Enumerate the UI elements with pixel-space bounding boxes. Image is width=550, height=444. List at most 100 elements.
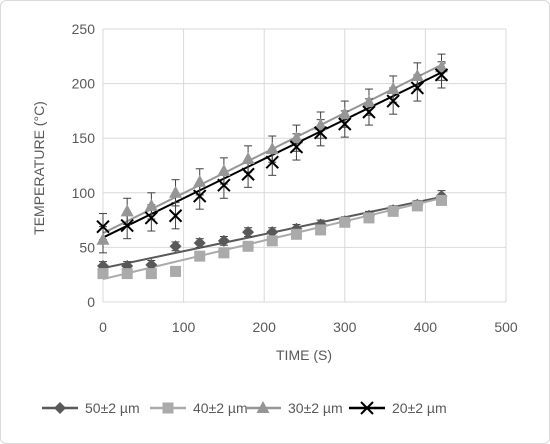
data-point	[289, 131, 303, 144]
x-marker-stroke	[241, 167, 255, 181]
x-marker-stroke	[386, 94, 400, 108]
y-tick-label: 200	[72, 76, 96, 92]
y-tick-label: 50	[79, 239, 95, 255]
y-tick-label: 0	[87, 294, 95, 310]
legend-marker	[256, 401, 270, 413]
data-point	[411, 200, 423, 212]
x-marker-stroke	[362, 105, 376, 119]
x-marker-stroke	[434, 68, 449, 82]
x-marker-stroke	[120, 218, 134, 233]
data-point	[193, 174, 207, 187]
data-point	[266, 226, 279, 239]
data-point	[435, 60, 449, 73]
data-point	[241, 151, 255, 164]
legend-label: 20±2 µm	[392, 400, 447, 416]
legend-item: 50±2 µm	[42, 400, 140, 416]
data-point	[96, 232, 110, 245]
data-point	[339, 216, 351, 228]
data-point	[313, 126, 328, 140]
data-point	[363, 212, 375, 224]
x-marker-stroke	[217, 178, 231, 192]
data-point	[242, 240, 254, 252]
x-tick-label: 500	[494, 319, 518, 335]
data-point	[386, 94, 400, 108]
data-point	[168, 209, 183, 223]
legend-marker	[360, 401, 374, 415]
data-point	[290, 228, 302, 240]
x-tick-label: 200	[253, 319, 277, 335]
x-tick-label: 400	[414, 319, 438, 335]
data-point	[265, 155, 279, 169]
legend-label: 40±2 µm	[193, 400, 248, 416]
data-point	[386, 82, 400, 95]
x-tick-labels: 0 100 200 300 400 500	[99, 319, 518, 335]
legend-label: 30±2 µm	[288, 400, 343, 416]
data-point	[436, 194, 448, 206]
legend-marker	[54, 402, 66, 414]
grid	[102, 28, 507, 303]
y-axis-label: TEMPERATURE (°C)	[31, 101, 47, 235]
data-point	[97, 268, 109, 280]
data-point	[121, 268, 133, 280]
data-point	[96, 219, 110, 234]
x-marker-stroke	[193, 189, 207, 203]
data-point	[265, 142, 279, 155]
y-tick-label: 150	[72, 130, 96, 146]
data-point	[120, 204, 134, 217]
x-marker-stroke	[338, 117, 352, 131]
x-marker-stroke	[313, 126, 328, 140]
data-point	[217, 163, 231, 176]
data-point	[242, 226, 255, 239]
data-point	[193, 237, 206, 250]
data-point	[170, 265, 182, 277]
x-marker-stroke	[360, 401, 374, 415]
data-point	[387, 205, 399, 217]
x-marker-stroke	[410, 81, 425, 95]
y-tick-labels: 0 50 100 150 200 250	[72, 21, 96, 310]
data-point	[410, 68, 424, 81]
data-point	[315, 224, 327, 236]
data-point	[314, 118, 328, 131]
data-point	[218, 247, 230, 259]
data-point	[241, 167, 255, 181]
data-point	[338, 117, 352, 131]
data-point	[410, 81, 425, 95]
data-point	[217, 234, 230, 247]
x-tick-label: 100	[172, 319, 196, 335]
legend-label: 50±2 µm	[85, 400, 140, 416]
x-tick-label: 300	[333, 319, 357, 335]
legend-item: 40±2 µm	[150, 400, 248, 416]
x-marker-stroke	[265, 155, 279, 169]
y-tick-label: 100	[72, 185, 96, 201]
data-point	[169, 185, 183, 198]
x-marker-stroke	[96, 219, 110, 234]
y-tick-label: 250	[72, 21, 96, 37]
data-point	[217, 178, 231, 192]
data-point	[145, 268, 157, 280]
data-point	[145, 258, 158, 271]
data-point	[289, 140, 304, 154]
x-marker-stroke	[289, 140, 304, 154]
legend: 50±2 µm 40±2 µm 30±2 µm 20±2 µm	[42, 400, 447, 416]
data-point	[193, 189, 207, 203]
data-point	[362, 95, 376, 108]
data-point	[338, 107, 352, 120]
data-point	[194, 250, 206, 262]
legend-item: 30±2 µm	[245, 400, 343, 416]
data-markers	[96, 60, 449, 280]
legend-marker	[162, 402, 174, 414]
data-point	[434, 68, 449, 82]
data-point	[362, 105, 376, 119]
data-point	[120, 218, 134, 233]
legend-item: 20±2 µm	[349, 400, 447, 416]
x-tick-label: 0	[99, 319, 107, 335]
x-marker-stroke	[144, 211, 159, 225]
data-point	[144, 198, 158, 211]
data-point	[169, 240, 182, 253]
data-point	[266, 235, 278, 247]
x-axis-label: TIME (S)	[276, 347, 332, 363]
trendlines	[102, 61, 446, 281]
x-marker-stroke	[168, 209, 183, 223]
